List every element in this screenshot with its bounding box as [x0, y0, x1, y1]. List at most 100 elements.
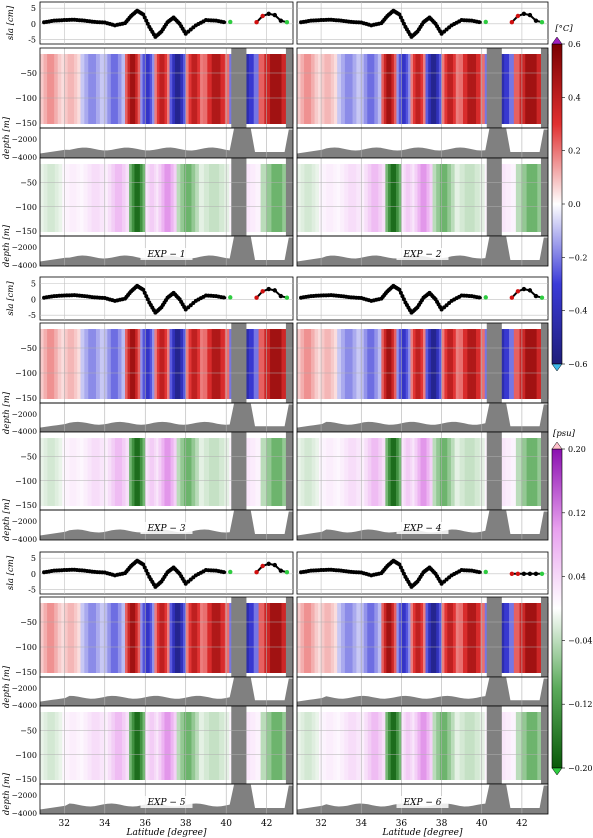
section-band-cell [360, 329, 365, 399]
section-band-cell [137, 712, 141, 780]
section-band-cell [340, 164, 345, 232]
section-band-cell [432, 164, 437, 232]
topography-mask [231, 158, 247, 236]
section-band-cell [276, 438, 283, 506]
section-band-cell [40, 603, 45, 673]
topography-mask [285, 706, 293, 784]
section-band-cell [253, 603, 260, 673]
section-band-cell [363, 603, 368, 673]
section-band-cell [297, 603, 302, 673]
section-band-cell [135, 603, 139, 673]
section-band-cell [127, 603, 131, 673]
section-band-cell [224, 712, 230, 780]
section-band-cell [170, 712, 175, 780]
deep-section-frame [39, 783, 294, 815]
section-band-cell [180, 603, 184, 673]
section-band-cell [405, 329, 409, 399]
deep-section-frame [296, 783, 549, 815]
depth-tick-label: −100 [15, 369, 37, 378]
section-band-cell [275, 329, 283, 399]
section-band-cell [341, 329, 346, 399]
section-band-cell [504, 329, 510, 399]
section-band-cell [260, 164, 267, 232]
sla-point [284, 295, 290, 300]
section-band-cell [54, 438, 60, 506]
section-band-cell [385, 438, 389, 506]
section-band-cell [51, 164, 56, 232]
section-band-cell [161, 603, 165, 673]
section-band-cell [371, 164, 376, 232]
section-band-cell [61, 54, 65, 124]
section-band-cell [436, 164, 441, 232]
section-band-cell [447, 438, 452, 506]
section-band-cell [401, 438, 405, 506]
section-band-cell [300, 329, 305, 399]
section-band-cell [121, 603, 126, 673]
sla-point [141, 562, 146, 567]
sla-point [400, 568, 405, 573]
section-band-cell [107, 603, 112, 673]
section-band-cell [88, 329, 93, 399]
section-band-cell [151, 54, 155, 124]
section-band-cell [132, 329, 136, 399]
section-band-cell [51, 712, 56, 780]
section-band-cell [385, 164, 389, 232]
section-band-cell [479, 164, 486, 232]
section-band-cell [340, 712, 345, 780]
section-band-cell [509, 54, 515, 124]
section-band-cell [147, 438, 151, 506]
section-band-cell [367, 164, 372, 232]
sla-panel: 5 0 -5 [28, 551, 294, 595]
section-band-cell [95, 603, 101, 673]
section-band-cell [383, 603, 387, 673]
section-band-cell [315, 164, 320, 232]
section-band-cell [408, 329, 411, 399]
section-band-cell [43, 712, 48, 780]
section-band-cell [391, 603, 395, 673]
depth-tick-label: −2000 [12, 410, 38, 419]
sla-point [278, 568, 284, 573]
section-band-cell [134, 164, 138, 232]
sla-axis-title: sla [cm] [6, 281, 16, 316]
section-band-cell [207, 329, 213, 399]
section-band-cell [462, 603, 468, 673]
section-band-cell [194, 54, 198, 124]
depth-axis-title: depth [m] [2, 772, 12, 815]
section-band-cell [243, 603, 250, 673]
section-band-cell [407, 164, 411, 232]
sla-point [398, 290, 403, 295]
x-tick-label: 42 [261, 819, 272, 829]
depth-tick-label: −2000 [12, 791, 38, 800]
sla-point [539, 20, 545, 25]
section-band-cell [452, 54, 457, 124]
section-band-cell [99, 438, 105, 506]
colorbar-tick-label: 0.0 [568, 200, 581, 209]
sla-point [401, 571, 406, 576]
section-band-cell [454, 712, 461, 780]
section-band-cell [264, 603, 271, 673]
section-band-cell [118, 438, 123, 506]
section-band-cell [170, 164, 175, 232]
section-band-cell [403, 712, 407, 780]
section-band-cell [401, 329, 404, 399]
section-band-cell [398, 164, 402, 232]
section-band-cell [329, 438, 334, 506]
x-tick-label: 38 [436, 819, 448, 829]
section-band-cell [151, 603, 155, 673]
section-band-cell [530, 329, 538, 399]
section-band-cell [363, 54, 368, 124]
x-tick-label: 38 [180, 819, 192, 829]
section-band-cell [64, 603, 69, 673]
section-band-cell [264, 329, 271, 399]
section-band-cell [125, 164, 130, 232]
section-band-cell [396, 164, 400, 232]
section-band-cell [177, 603, 181, 673]
depth-tick-label: −50 [20, 726, 37, 735]
section-band-cell [191, 712, 196, 780]
sla-tick-label: -5 [28, 35, 36, 44]
section-band-cell [367, 54, 372, 124]
section-band-cell [149, 438, 153, 506]
section-band-cell [197, 329, 201, 399]
section-band-cell [311, 54, 316, 124]
section-band-cell [417, 54, 421, 124]
